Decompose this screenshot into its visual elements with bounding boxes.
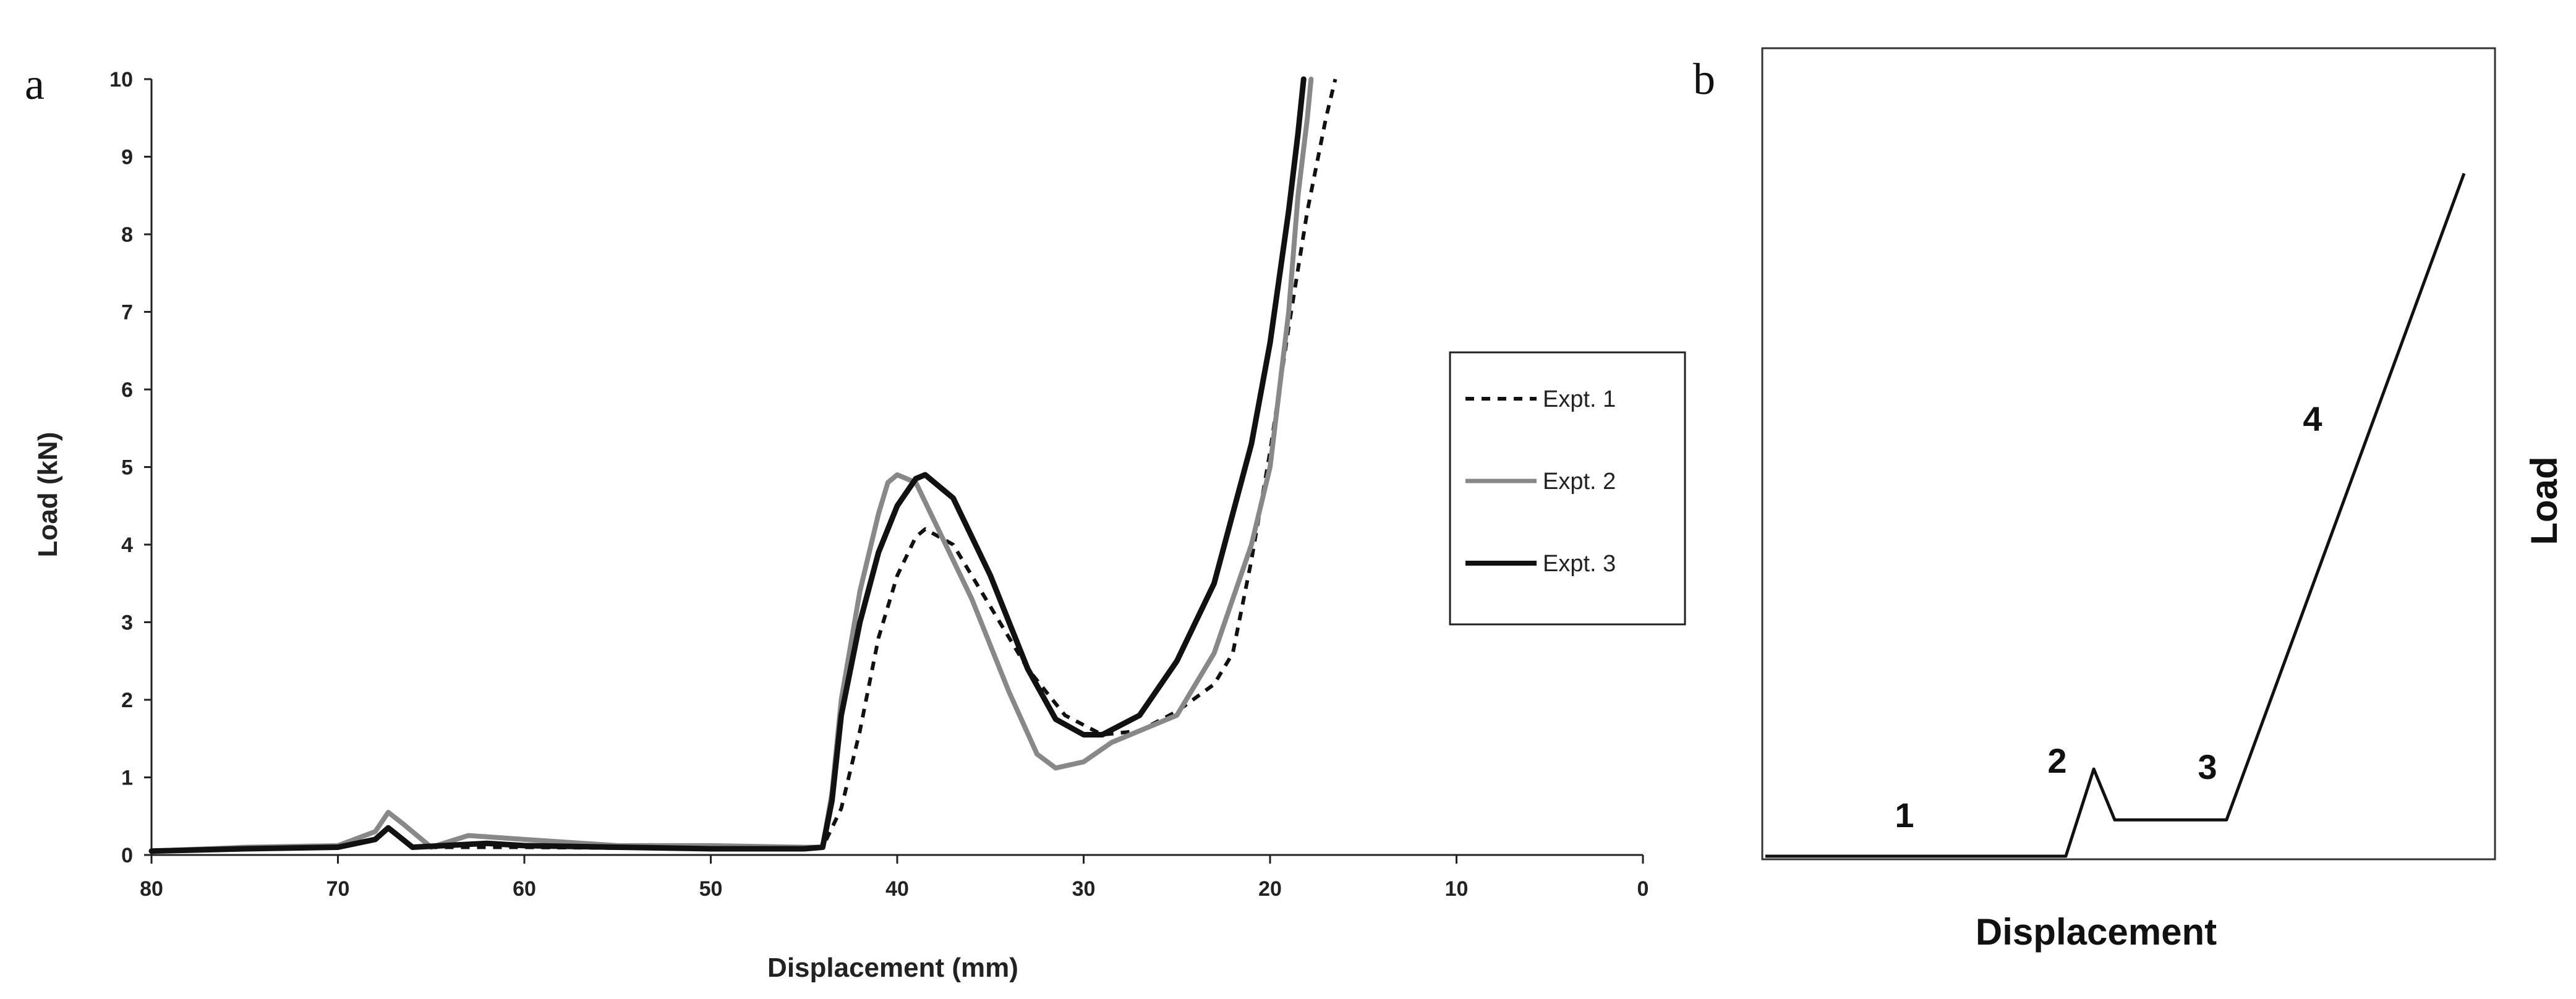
chart-b-load-curve (1765, 172, 2466, 858)
chart-a: 0 1 2 3 4 5 6 7 8 9 10 80 70 60 50 40 30 20 10 0 (109, 68, 1648, 901)
panel-a-label: a (25, 59, 45, 109)
chart-a-y-tick-label: 4 (121, 534, 133, 557)
legend-label-expt-2: Expt. 2 (1543, 469, 1616, 495)
chart-a-y-tick-label: 6 (121, 378, 133, 402)
chart-a-series-expt-3 (148, 76, 1307, 854)
chart-a-y-tick-label: 5 (121, 456, 133, 480)
chart-a-x-tick-label: 50 (699, 877, 723, 901)
chart-a-y-tick-label: 0 (121, 844, 133, 867)
legend-label-expt-3: Expt. 3 (1543, 551, 1616, 577)
chart-a-x-tick-label: 80 (140, 877, 163, 901)
chart-a-y-tick-label: 8 (121, 223, 133, 247)
chart-b-xlabel: Displacement (1976, 911, 2217, 953)
chart-a-x-tick-label: 40 (885, 877, 909, 901)
segment-label-4: 4 (2303, 399, 2322, 438)
chart-a-xlabel: Displacement (mm) (767, 953, 1018, 983)
chart-b (1765, 172, 2466, 858)
chart-a-x-tick-label: 20 (1258, 877, 1282, 901)
chart-a-series-expt-2 (149, 77, 1314, 854)
chart-b-frame (1761, 47, 2496, 861)
chart-a-y-tick-label: 1 (121, 767, 133, 790)
chart-a-y-tick-label: 9 (121, 146, 133, 169)
chart-a-y-tick-label: 10 (109, 68, 133, 91)
segment-label-2: 2 (2047, 741, 2066, 780)
chart-a-y-tick-label: 3 (121, 611, 133, 635)
chart-a-legend: Expt. 1 Expt. 2 Expt. 3 (1449, 351, 1686, 626)
chart-a-x-tick-label: 60 (513, 877, 536, 901)
chart-a-x-tick-label: 10 (1445, 877, 1469, 901)
chart-a-x-tick-label: 70 (326, 877, 350, 901)
chart-a-ylabel: Load (kN) (33, 432, 63, 558)
chart-a-series-expt-1 (151, 79, 1337, 853)
segment-label-1: 1 (1895, 796, 1914, 835)
segment-label-3: 3 (2198, 747, 2217, 786)
chart-a-y-tick-label: 2 (121, 689, 133, 712)
panel-b-label: b (1693, 54, 1715, 104)
chart-a-x-tick-label: 30 (1072, 877, 1096, 901)
chart-a-y-tick-label: 7 (121, 301, 133, 325)
chart-a-x-tick-label: 0 (1637, 877, 1649, 901)
legend-label-expt-1: Expt. 1 (1543, 386, 1616, 412)
chart-b-ylabel: Load (2523, 456, 2565, 545)
